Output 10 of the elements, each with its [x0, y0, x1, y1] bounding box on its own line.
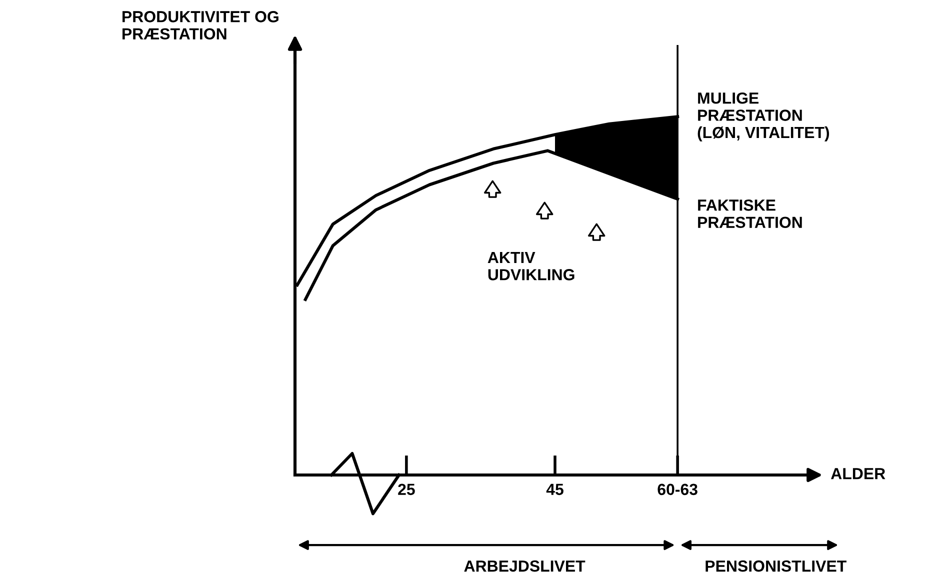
y-axis-title: PRODUKTIVITET OG PRÆSTATION	[122, 11, 278, 40]
text: PENSIONISTLIVET	[706, 560, 846, 572]
x-tick-label: 25	[398, 484, 415, 496]
series-label: MULIGE PRÆSTATION (LØN, VITALITET)	[698, 92, 830, 142]
series-label: FAKTISKE PRÆSTATION	[698, 200, 802, 228]
x-tick-label: 60-63	[658, 484, 698, 496]
x-axis-title: ALDER	[830, 468, 886, 480]
text: ARBEJDSLIVET	[464, 560, 586, 572]
annotation: AKTIV UDVIKLING	[488, 252, 574, 280]
x-tick-label: 45	[546, 484, 564, 496]
